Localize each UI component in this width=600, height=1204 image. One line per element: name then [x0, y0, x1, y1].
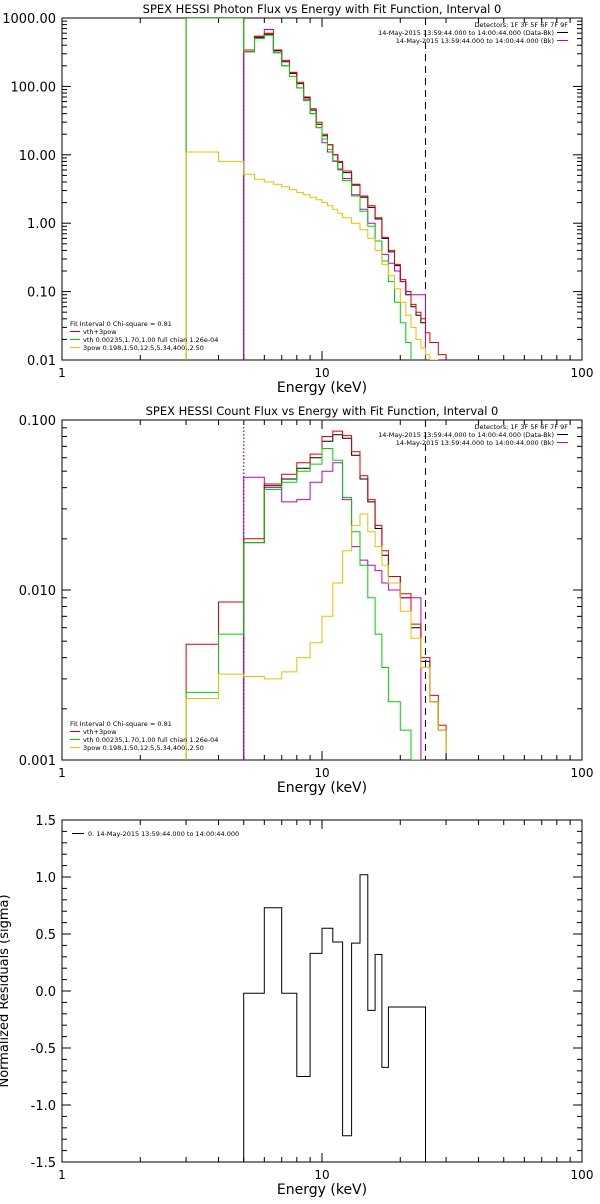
y-tick-label: 10.00: [19, 149, 56, 164]
y-tick-label: -0.5: [31, 1042, 56, 1057]
y-tick-label: -1.0: [31, 1099, 56, 1114]
series-line-3: [185, 18, 447, 360]
series-line-1: [243, 874, 426, 1162]
y-tick-label: 0.0: [35, 985, 56, 1000]
x-tick-label: 10: [314, 1168, 329, 1182]
legend-entry-label: vth+3pow: [83, 728, 117, 736]
x-axis-label: Energy (keV): [277, 380, 367, 396]
legend-header: Detectors: 1F 3F 5F 6F 7F 9F: [474, 21, 568, 29]
chart-title: SPEX HESSI Photon Flux vs Energy with Fi…: [143, 2, 502, 16]
y-tick-label: 0.010: [19, 584, 56, 599]
chart-panel-1: SPEX HESSI Photon Flux vs Energy with Fi…: [2, 2, 593, 396]
series-line-4: [185, 18, 412, 360]
y-tick-label: 100.00: [11, 80, 57, 95]
chart-title: SPEX HESSI Count Flux vs Energy with Fit…: [146, 404, 499, 418]
x-tick-label: 1: [58, 766, 66, 780]
legend-entry-label: vth 0.00235,1.70,1.00 full chian 1.26e-0…: [83, 336, 218, 344]
legend-entry-label: 3pow 0.198,1.50,12.5,5.34,400.,2.50: [83, 744, 204, 752]
x-axis-label: Energy (keV): [277, 780, 367, 796]
x-tick-label: 1: [58, 1168, 66, 1182]
legend-entry-label: 14-May-2015 13:59:44.000 to 14:00:44.000…: [396, 37, 554, 45]
chart-panel-3: 1 10 100 Energy (keV) -1.5 -1.0 -0.5 0.0 0.5 1.0 1…: [0, 814, 593, 1198]
y-tick-label: 1.5: [35, 814, 56, 829]
series-group: [185, 430, 447, 760]
y-tick-label: 1.00: [27, 217, 56, 232]
y-tick-label: 0.01: [27, 354, 56, 369]
y-tick-label: 0.10: [27, 286, 56, 301]
legend-header: Detectors: 1F 3F 5F 6F 7F 9F: [474, 423, 568, 431]
series-line-4: [185, 448, 421, 760]
x-tick-label: 1: [58, 366, 66, 380]
y-axis-label: Normalized Residuals (sigma): [0, 894, 12, 1087]
x-tick-label: 100: [571, 766, 594, 780]
legend-entry-label: vth 0.00235,1.70,1.00 full chian 1.26e-0…: [83, 736, 218, 744]
series-group: [243, 874, 426, 1162]
x-axis-label: Energy (keV): [277, 1182, 367, 1198]
legend-header: Fit Interval 0 Chi-square = 0.81: [70, 720, 172, 728]
legend-entry-label: 14-May-2015 13:59:44.000 to 14:00:44.000…: [378, 29, 554, 37]
series-line-1: [243, 33, 426, 360]
axes-frame: [61, 819, 583, 1163]
series-line-3: [185, 430, 447, 760]
legend-entry-label: 3pow 0.198,1.50,12.5,5.34,400.,2.50: [83, 344, 204, 352]
x-tick-label: 100: [571, 366, 594, 380]
y-tick-label: -1.5: [31, 1156, 56, 1171]
y-tick-label: 0.100: [19, 414, 56, 429]
x-tick-label: 100: [571, 1168, 594, 1182]
y-tick-label: 0.5: [35, 928, 56, 943]
series-line-2: [243, 29, 426, 360]
legend-entry-label: 14-May-2015 13:59:44.000 to 14:00:44.000…: [396, 439, 554, 447]
x-tick-label: 10: [314, 366, 329, 380]
series-line-5: [185, 151, 439, 360]
legend-header: Fit Interval 0 Chi-square = 0.81: [70, 320, 172, 328]
series-line-5: [185, 513, 447, 760]
y-tick-label: 1000.00: [2, 12, 56, 27]
x-tick-label: 10: [314, 766, 329, 780]
legend-entry-label: vth+3pow: [83, 328, 117, 336]
legend-entry-label: 0. 14-May-2015 13:59:44.000 to 14:00:44.…: [88, 830, 239, 838]
chart-panel-2: SPEX HESSI Count Flux vs Energy with Fit…: [19, 404, 594, 796]
y-tick-label: 1.0: [35, 871, 56, 886]
series-group: [185, 18, 447, 360]
y-tick-label: 0.001: [19, 754, 56, 769]
axes-frame: [61, 17, 583, 361]
legend-entry-label: 14-May-2015 13:59:44.000 to 14:00:44.000…: [378, 431, 554, 439]
